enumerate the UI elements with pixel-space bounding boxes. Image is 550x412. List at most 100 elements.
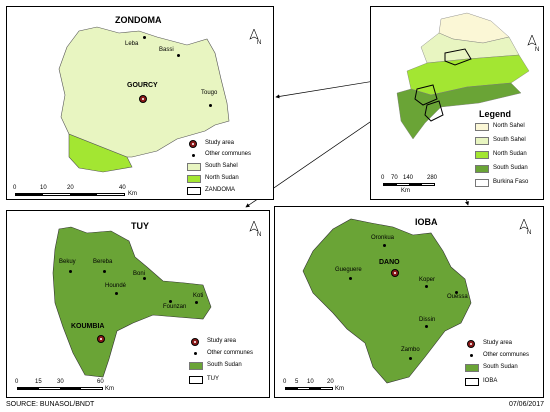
ioba-scale-bar [285,387,333,390]
scale-tick-1: 5 [295,379,299,385]
commune-marker-founzan [169,300,172,303]
north-arrow-icon [249,29,259,40]
north-label: N [257,232,262,238]
legend-north-sudan-label: North Sudan [493,151,527,157]
scale-tick-2: 10 [307,379,314,385]
study-area-marker-gourcy [139,95,147,103]
legend-south-sahel-label: South Sahel [205,163,238,169]
commune-label-koti: Koti [193,293,204,299]
legend-south-sudan-swatch [189,362,203,370]
commune-label-hounde: Houndé [105,283,127,289]
legend-north-sudan-label: North Sudan [205,175,239,181]
legend-study-area-symbol [467,340,475,348]
zandoma-map [58,26,230,173]
north-arrow-icon [527,35,537,46]
commune-marker-zambo [409,357,412,360]
legend-ioba-boundary-label: IOBA [483,378,498,384]
ioba-map [302,218,472,384]
study-area-label-koumbia: KOUMBIA [71,323,105,330]
commune-marker-bassi [177,54,180,57]
commune-marker-bekuy [69,270,72,273]
scale-tick-2: 30 [57,379,64,385]
source-credit: SOURCE: BUNASOL/BNDT [6,401,95,408]
commune-marker-hounde [115,292,118,295]
commune-label-founzan: Founzan [163,304,187,310]
map-date: 07/06/2017 [508,401,544,408]
north-label: N [535,47,540,53]
commune-marker-dissin [425,325,428,328]
tuy-map [52,226,212,378]
commune-label-boni: Boni [133,271,146,277]
legend-study-area-symbol [191,338,199,346]
study-area-label-gourcy: GOURCY [127,82,158,89]
commune-label-zambo: Zambo [401,347,420,353]
scale-unit-label: Km [128,191,137,197]
scale-tick-1: 10 [40,185,47,191]
legend-study-area-symbol [189,140,197,148]
commune-label-tougo: Tougo [201,90,218,96]
legend-south-sudan-label: South Sudan [207,362,242,368]
tuy-south-sudan-area [52,226,212,378]
commune-marker-koti [195,301,198,304]
highlight-zandoma [444,48,472,66]
legend-ioba-boundary-swatch [465,378,479,386]
scale-tick-0: 0 [381,175,385,181]
legend-study-area-label: Study area [483,340,513,346]
legend-zandoma-boundary-label: ZANDOMA [205,187,235,193]
scale-tick-0: 0 [283,379,287,385]
commune-label-gueguere: Gueguere [335,267,362,273]
commune-marker-gueguere [349,277,352,280]
scale-unit-label: Km [105,386,114,392]
commune-label-bekuy: Bekuy [59,259,76,265]
legend-other-communes-symbol [470,354,473,357]
legend-north-sudan-swatch [187,175,201,183]
commune-label-bassi: Bassi [159,47,174,53]
overview-panel: N Legend North Sahel South Sahel North S… [370,6,544,200]
commune-marker-boni [143,277,146,280]
scale-unit-label: Km [401,188,410,194]
highlight-tuy [414,84,438,106]
legend-other-communes-label: Other communes [207,350,254,356]
legend-south-sudan-label: South Sudan [483,364,518,370]
legend-burkina-faso-label: Burkina Faso [493,179,529,185]
commune-label-ouessa: Ouessa [447,294,468,300]
legend-study-area-label: Study area [205,140,235,146]
legend-other-communes-symbol [194,352,197,355]
legend-other-communes-label: Other communes [205,151,252,157]
ioba-title: IOBA [415,217,438,227]
region-south-sudan [396,82,522,140]
legend-south-sahel-label: South Sahel [493,137,526,143]
commune-label-koper: Koper [419,277,436,283]
scale-tick-3: 20 [327,379,334,385]
zandoma-title: ZONDOMA [115,15,162,25]
scale-tick-1: 70 [391,175,398,181]
commune-marker-leba [143,36,146,39]
scale-tick-3: 60 [97,379,104,385]
burkina-faso-map [396,12,530,140]
scale-tick-2: 20 [67,185,74,191]
zandoma-panel: ZONDOMA Leba Bassi GOURCY Tougo N Study … [6,6,274,200]
commune-label-leba: Leba [125,41,139,47]
legend-south-sudan-label: South Sudan [493,165,528,171]
scale-tick-2: 140 [403,175,414,181]
north-label: N [527,230,532,236]
legend-zandoma-boundary-swatch [187,187,201,195]
legend-other-communes-label: Other communes [483,352,530,358]
north-arrow-icon [519,219,529,230]
tuy-title: TUY [131,221,149,231]
commune-marker-koper [425,285,428,288]
scale-tick-3: 280 [427,175,438,181]
scale-unit-label: Km [335,386,344,392]
legend-title: Legend [479,109,512,119]
legend-south-sudan-swatch [475,165,489,173]
legend-burkina-faso-swatch [475,179,489,187]
scale-tick-3: 40 [119,185,126,191]
commune-label-oronkua: Oronkua [371,235,395,241]
legend-tuy-boundary-label: TUY [207,376,219,382]
zandoma-scale-bar [15,193,125,196]
legend-south-sahel-swatch [475,137,489,145]
scale-tick-0: 0 [13,185,17,191]
overview-scale-bar [383,183,435,186]
legend-south-sahel-swatch [187,163,201,171]
commune-marker-ouessa [455,291,458,294]
